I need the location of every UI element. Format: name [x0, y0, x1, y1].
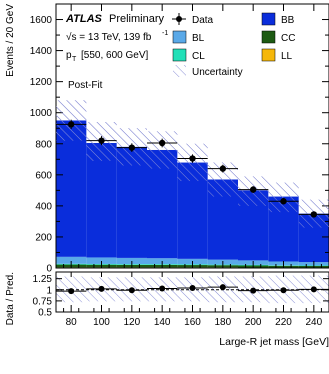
legend-cl-swatch — [172, 48, 187, 62]
y-tick-label-1000: 1000 — [30, 108, 53, 119]
legend-bl-swatch — [172, 30, 187, 44]
bar-bb-100 — [86, 142, 117, 258]
x-tick-label-200: 200 — [245, 317, 262, 328]
legend-item-bb: BB — [261, 12, 295, 26]
legend-ll-swatch — [261, 48, 276, 62]
legend: Data BL CL Uncertainty BB CC LL — [172, 12, 295, 78]
y-tick-label-800: 800 — [35, 139, 52, 150]
y-tick-label-400: 400 — [35, 201, 52, 212]
y-axis-ticks: 0 200 400 600 800 1000 1200 1400 1600 — [30, 3, 329, 275]
legend-item-cc: CC — [261, 30, 295, 44]
x-axis-title: Large-R jet mass [GeV] — [219, 336, 329, 348]
data-points-layer — [56, 119, 329, 218]
x-tick-label-240: 240 — [305, 317, 322, 328]
data-point-120 — [128, 144, 136, 151]
y-tick-label-1400: 1400 — [30, 46, 53, 57]
annotations: ATLAS Preliminary √s = 13 TeV, 139 fb -1… — [65, 13, 168, 91]
data-point-240 — [310, 211, 318, 218]
y-tick-label-200: 200 — [35, 232, 52, 243]
bar-bb-80 — [56, 120, 87, 257]
pt-label-subscript: T — [72, 56, 77, 63]
legend-cc-label: CC — [281, 33, 295, 44]
ratio-point-180 — [219, 284, 226, 291]
x-tick-label-120: 120 — [123, 317, 140, 328]
legend-ll-label: LL — [281, 51, 293, 62]
legend-item-uncertainty: Uncertainty — [173, 65, 243, 78]
uncertainty-band-140 — [147, 131, 178, 169]
x-tick-label-160: 160 — [184, 317, 201, 328]
x-tick-label-220: 220 — [275, 317, 292, 328]
ratio-point-120 — [128, 287, 135, 294]
legend-cc-swatch — [261, 30, 276, 44]
legend-data-label: Data — [192, 15, 214, 26]
legend-uncertainty-label: Uncertainty — [192, 67, 243, 78]
data-point-200 — [249, 186, 257, 193]
y-tick-label-0: 0 — [46, 264, 52, 275]
ratio-point-160 — [189, 285, 196, 291]
data-point-180 — [219, 165, 227, 172]
ratio-tick-label-0.75: 0.75 — [33, 296, 53, 307]
bar-bl-80 — [56, 256, 87, 264]
ratio-point-140 — [159, 285, 166, 292]
y-tick-label-1200: 1200 — [30, 77, 53, 88]
ratio-tick-label-1.25: 1.25 — [33, 274, 53, 285]
post-fit-label: Post-Fit — [68, 80, 103, 91]
x-axis-ticks-main — [70, 4, 315, 268]
legend-bb-swatch — [261, 12, 276, 26]
x-axis-ticks: 80 100 120 140 160 180 200 220 240 — [63, 264, 323, 328]
ratio-point-240 — [310, 286, 317, 293]
atlas-label: ATLAS — [65, 13, 103, 25]
ratio-tick-label-1: 1 — [46, 285, 52, 296]
ratio-tick-label-0.5: 0.5 — [38, 308, 52, 319]
data-point-160 — [189, 155, 196, 162]
ratio-y-axis-title: Data / Pred. — [5, 272, 16, 325]
energy-exponent: -1 — [162, 30, 168, 37]
x-tick-label-100: 100 — [93, 317, 110, 328]
pt-label-p: p — [66, 50, 72, 61]
legend-bl-label: BL — [192, 33, 205, 44]
pt-range-label: [550, 600 GeV] — [81, 50, 148, 61]
ratio-point-220 — [280, 287, 287, 294]
legend-item-cl: CL — [172, 48, 205, 62]
legend-item-ll: LL — [261, 48, 293, 62]
x-tick-label-140: 140 — [154, 317, 171, 328]
legend-data-marker — [176, 16, 182, 22]
data-point-80 — [67, 121, 75, 128]
preliminary-label: Preliminary — [109, 13, 165, 25]
legend-uncertainty-swatch — [173, 65, 186, 77]
y-tick-label-1600: 1600 — [30, 15, 53, 26]
bar-bl-100 — [86, 257, 117, 264]
ratio-points-layer — [56, 284, 329, 295]
ratio-point-80 — [68, 288, 75, 295]
ratio-point-200 — [250, 287, 257, 294]
legend-item-data: Data — [172, 13, 214, 26]
ratio-point-100 — [98, 285, 105, 292]
legend-bb-label: BB — [281, 15, 295, 26]
data-point-220 — [280, 198, 287, 205]
y-axis-title: Events / 20 GeV — [5, 4, 16, 77]
uncertainty-band-220 — [268, 182, 299, 213]
y-tick-label-600: 600 — [35, 170, 52, 181]
legend-item-bl: BL — [172, 30, 205, 44]
x-tick-label-180: 180 — [214, 317, 231, 328]
main-panel: 0 200 400 600 800 1000 1200 1400 1600 — [30, 3, 329, 275]
data-point-100 — [98, 137, 105, 144]
data-point-140 — [158, 139, 166, 147]
x-tick-label-80: 80 — [66, 317, 78, 328]
legend-cl-label: CL — [192, 51, 205, 62]
energy-label: √s = 13 TeV, 139 fb — [66, 31, 152, 43]
